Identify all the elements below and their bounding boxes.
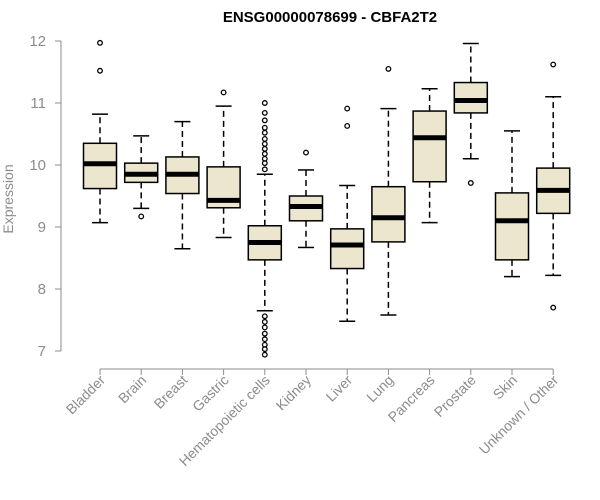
- box-group: [247, 100, 283, 358]
- outlier-point: [261, 166, 268, 173]
- category-label: Lung: [363, 372, 396, 405]
- y-tick-label: 11: [30, 95, 46, 112]
- y-axis-label: Expression: [0, 164, 16, 233]
- outlier-point: [261, 117, 268, 124]
- outlier-point: [97, 39, 103, 46]
- outlier-point: [385, 65, 392, 72]
- iqr-box: [412, 110, 447, 183]
- category-label: Bladder: [63, 372, 109, 418]
- outlier-point: [261, 336, 268, 343]
- y-tick-label: 8: [38, 281, 46, 298]
- iqr-box: [371, 185, 406, 243]
- outlier-point: [261, 100, 268, 106]
- outlier-point: [261, 330, 268, 337]
- box-group: [165, 120, 200, 250]
- outlier-point: [261, 150, 268, 157]
- outlier-point: [261, 145, 268, 152]
- boxes: [82, 39, 571, 358]
- outlier-point: [344, 105, 351, 112]
- iqr-box: [453, 81, 489, 114]
- outlier-point: [261, 136, 268, 142]
- iqr-box: [494, 192, 530, 261]
- y-tick-label: 9: [38, 219, 46, 236]
- box-group: [288, 149, 324, 249]
- outlier-point: [261, 318, 268, 325]
- y-tick-label: 12: [29, 33, 46, 50]
- outlier-point: [344, 122, 351, 129]
- category-label: Liver: [323, 372, 356, 405]
- outlier-point: [261, 160, 268, 167]
- category-label: Kidney: [273, 372, 315, 414]
- outlier-point: [261, 129, 268, 136]
- outlier-point: [220, 89, 227, 96]
- box-group: [82, 39, 118, 224]
- y-tick-label: 7: [38, 343, 46, 360]
- outlier-point: [138, 213, 145, 220]
- category-label: Prostate: [431, 372, 479, 420]
- outlier-point: [467, 180, 474, 186]
- category-label: Breast: [151, 372, 191, 412]
- outlier-point: [261, 324, 268, 331]
- box-group: [535, 61, 571, 311]
- outlier-point: [261, 140, 268, 147]
- outlier-point: [261, 313, 268, 320]
- box-group: [494, 130, 530, 278]
- outlier-point: [97, 67, 103, 74]
- box-group: [123, 135, 159, 220]
- box-group: [329, 105, 365, 322]
- outlier-point: [261, 351, 268, 358]
- outlier-point: [261, 109, 268, 116]
- category-label: Skin: [490, 372, 521, 403]
- outlier-point: [303, 149, 309, 156]
- chart-title: ENSG00000078699 - CBFA2T2: [223, 9, 437, 26]
- box-group: [453, 42, 489, 186]
- y-tick-label: 10: [29, 157, 46, 174]
- box-group: [206, 89, 241, 239]
- category-label: Brain: [115, 372, 149, 406]
- box-group: [371, 65, 406, 316]
- outlier-point: [261, 346, 268, 353]
- outlier-point: [261, 124, 268, 131]
- box-group: [412, 87, 447, 224]
- outlier-point: [550, 304, 557, 311]
- iqr-box: [329, 228, 365, 270]
- outlier-point: [550, 61, 557, 68]
- axes: 7 8 9 10 11 12: [29, 33, 554, 375]
